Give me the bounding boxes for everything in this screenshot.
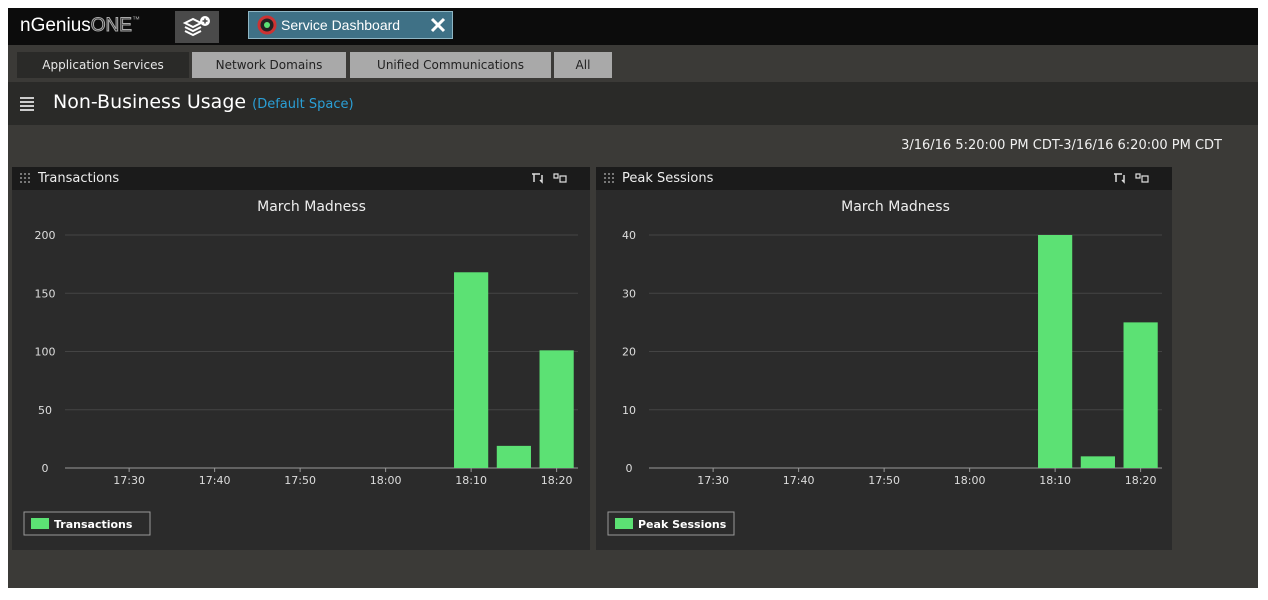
grip-dot	[604, 173, 606, 175]
menu-icon[interactable]	[18, 94, 38, 114]
nav-tab[interactable]: All	[554, 52, 612, 78]
y-tick-label: 200	[35, 229, 56, 242]
grip-dot	[612, 177, 614, 179]
panel: Peak Sessions March Madness 0 10 20 30 40 17:3…	[596, 167, 1172, 550]
page-title-wrap: Non-Business Usage (Default Space)	[53, 91, 354, 113]
x-tick-label: 17:40	[783, 474, 815, 487]
bar	[496, 445, 531, 468]
y-tick-label: 40	[622, 229, 636, 242]
grip-dot	[28, 173, 30, 175]
y-tick-label: 100	[35, 346, 56, 359]
grip-dot	[604, 181, 606, 183]
app: nGeniusONE™ Service Dashboard Applicatio…	[8, 8, 1258, 588]
grip-dot	[24, 173, 26, 175]
chart: March Madness 0 50 100 150 200 17:30 17:40 17:50…	[23, 199, 578, 536]
options-icon	[1135, 173, 1149, 183]
bar	[454, 272, 489, 468]
nav-tab[interactable]: Application Services	[17, 52, 189, 78]
grip-dot	[608, 181, 610, 183]
bar	[1038, 235, 1073, 468]
legend-swatch	[31, 518, 49, 529]
bar	[1123, 322, 1158, 468]
y-tick-label: 10	[622, 404, 636, 417]
x-tick-label: 17:50	[868, 474, 900, 487]
grip-dot	[28, 181, 30, 183]
apps-button[interactable]	[175, 11, 219, 43]
y-tick-label: 50	[38, 404, 52, 417]
x-tick-label: 17:40	[199, 474, 231, 487]
nav-tab[interactable]: Network Domains	[192, 52, 346, 78]
x-tick-label: 18:10	[455, 474, 487, 487]
y-tick-label: 0	[42, 462, 49, 475]
panel-header: Transactions	[12, 167, 590, 190]
nav-tab[interactable]: Unified Communications	[350, 52, 551, 78]
page-title: Non-Business Usage	[53, 91, 247, 113]
grip-dot	[20, 181, 22, 183]
brand-name: nGenius	[20, 15, 91, 36]
chart-title: March Madness	[841, 199, 950, 215]
panel-header: Peak Sessions	[596, 167, 1172, 190]
grip-dot	[608, 173, 610, 175]
bar	[1080, 456, 1115, 468]
x-tick-label: 18:00	[954, 474, 986, 487]
grip-dot	[612, 173, 614, 175]
y-tick-label: 150	[35, 287, 56, 300]
nav-bar: Application Services Network Domains Uni…	[8, 45, 1258, 82]
grip-dot	[28, 177, 30, 179]
x-tick-label: 18:00	[370, 474, 402, 487]
x-tick-label: 18:10	[1039, 474, 1071, 487]
brand-mark: ™	[131, 15, 140, 24]
x-tick-label: 18:20	[541, 474, 573, 487]
grip-dot	[608, 177, 610, 179]
dashboard-tab[interactable]: Service Dashboard	[248, 11, 453, 39]
space-link[interactable]: (Default Space)	[252, 97, 354, 112]
bar	[539, 350, 574, 468]
chart-title: March Madness	[257, 199, 366, 215]
options-icon	[553, 173, 567, 183]
tab-label: Service Dashboard	[281, 17, 401, 33]
legend-label: Peak Sessions	[638, 518, 727, 531]
header-icons	[20, 173, 567, 184]
grip-dot	[604, 177, 606, 179]
y-tick-label: 30	[622, 287, 636, 300]
grip-dot	[24, 177, 26, 179]
tab-close[interactable]	[429, 16, 447, 34]
grip-dot	[20, 177, 22, 179]
x-tick-label: 18:20	[1125, 474, 1157, 487]
top-bar: nGeniusONE™ Service Dashboard	[8, 8, 1258, 45]
apps-icon	[182, 16, 210, 37]
grip-dot	[24, 181, 26, 183]
time-range: 3/16/16 5:20:00 PM CDT-3/16/16 6:20:00 P…	[901, 138, 1222, 153]
tab-icon	[257, 15, 277, 35]
chart: March Madness 0 10 20 30 40 17:30 17:40 17:50 18:…	[607, 199, 1162, 536]
grip-dot	[612, 181, 614, 183]
x-tick-label: 17:30	[113, 474, 145, 487]
x-tick-label: 17:50	[284, 474, 316, 487]
y-tick-label: 0	[626, 462, 633, 475]
legend-box	[23, 511, 151, 536]
sort-icon	[532, 173, 543, 184]
panel-title: Transactions	[38, 171, 120, 186]
panel-title: Peak Sessions	[622, 171, 714, 186]
brand-suffix: ONE	[90, 15, 132, 37]
x-tick-label: 17:30	[697, 474, 729, 487]
legend-swatch	[615, 518, 633, 529]
brand: nGeniusONE™	[20, 15, 140, 37]
panel: Transactions March Madness 0 50 100 150 200 17…	[12, 167, 590, 550]
title-bar: Non-Business Usage (Default Space)	[8, 82, 1258, 125]
header-icons	[604, 173, 1149, 184]
legend-box	[607, 511, 735, 536]
sort-icon	[1114, 173, 1125, 184]
grip-dot	[20, 173, 22, 175]
y-tick-label: 20	[622, 346, 636, 359]
legend-label: Transactions	[54, 518, 133, 531]
